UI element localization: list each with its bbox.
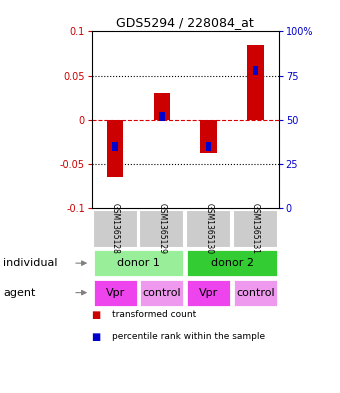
Bar: [139, 210, 184, 248]
Text: Vpr: Vpr: [105, 288, 125, 298]
Text: GSM1365130: GSM1365130: [204, 203, 213, 254]
Text: donor 2: donor 2: [210, 258, 254, 268]
Title: GDS5294 / 228084_at: GDS5294 / 228084_at: [116, 16, 254, 29]
Bar: [201, 120, 217, 153]
Text: control: control: [236, 288, 275, 298]
Bar: [159, 112, 165, 121]
Bar: [233, 279, 278, 307]
Bar: [154, 93, 170, 120]
Bar: [107, 120, 123, 177]
Text: GSM1365129: GSM1365129: [157, 203, 166, 254]
Bar: [93, 279, 138, 307]
Bar: [112, 142, 118, 151]
Text: GSM1365128: GSM1365128: [111, 203, 120, 254]
Text: control: control: [142, 288, 181, 298]
Bar: [253, 66, 258, 75]
Bar: [93, 249, 184, 277]
Text: donor 1: donor 1: [117, 258, 160, 268]
Text: percentile rank within the sample: percentile rank within the sample: [112, 332, 265, 341]
Bar: [233, 210, 278, 248]
Bar: [186, 279, 231, 307]
Bar: [186, 249, 278, 277]
Bar: [247, 45, 264, 120]
Text: Vpr: Vpr: [199, 288, 218, 298]
Bar: [206, 142, 211, 151]
Text: transformed count: transformed count: [112, 310, 197, 320]
Bar: [93, 210, 138, 248]
Text: individual: individual: [3, 258, 58, 268]
Bar: [186, 210, 231, 248]
Text: agent: agent: [3, 288, 36, 298]
Text: ■: ■: [92, 332, 104, 342]
Bar: [139, 279, 184, 307]
Text: ■: ■: [92, 310, 104, 320]
Text: GSM1365131: GSM1365131: [251, 203, 260, 254]
